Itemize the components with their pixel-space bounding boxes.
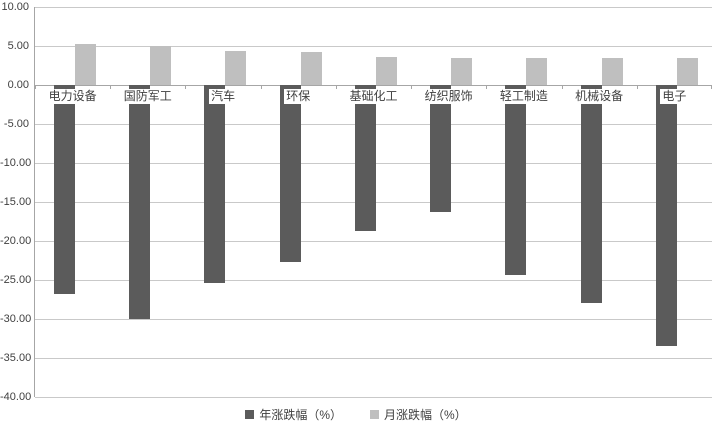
- year-change-bar: [656, 85, 677, 346]
- y-tick-label: -30.00: [0, 313, 32, 325]
- plot-area: 电力设备 国防军工 汽车 环保 基础化工 纺织服饰 轻工制造 机械设备 电子: [34, 7, 712, 398]
- y-tick-label: -10.00: [0, 157, 32, 169]
- y-tick-label: 10.00: [1, 1, 29, 13]
- y-tick-label: 0.00: [7, 79, 29, 91]
- category-label: 国防军工: [121, 89, 174, 104]
- month-legend-swatch: [370, 409, 379, 419]
- axis-tick: [35, 85, 36, 89]
- y-tick-label: -25.00: [0, 274, 32, 286]
- gridline: [35, 319, 712, 320]
- legend-item: 年涨跌幅（%）: [245, 406, 342, 423]
- month-change-bar: [376, 57, 397, 85]
- category-label: 基础化工: [347, 89, 400, 104]
- axis-tick: [637, 85, 638, 89]
- year-change-bar: [581, 85, 602, 303]
- month-change-bar: [526, 58, 547, 85]
- year-change-bar: [129, 85, 150, 319]
- y-axis-labels: 10.00 5.00 0.00 -5.00 -10.00 -15.00 -20.00 -25.…: [0, 1, 32, 403]
- gridline: [35, 358, 712, 359]
- axis-tick: [110, 85, 111, 89]
- year-change-bar: [505, 85, 526, 275]
- category-label: 纺织服饰: [422, 89, 475, 104]
- axis-tick: [562, 85, 563, 89]
- category-label: 电子: [660, 89, 689, 104]
- gridline: [35, 280, 712, 281]
- category-label: 环保: [284, 89, 313, 104]
- y-tick-label: -40.00: [0, 391, 32, 403]
- month-change-bar: [301, 52, 322, 85]
- axis-tick: [185, 85, 186, 89]
- month-change-bar: [602, 58, 623, 85]
- year-legend-swatch: [245, 409, 255, 419]
- y-tick-label: -20.00: [0, 235, 32, 247]
- axis-tick: [486, 85, 487, 89]
- axis-tick: [336, 85, 337, 89]
- category-label: 机械设备: [573, 89, 626, 104]
- axis-tick: [261, 85, 262, 89]
- gridline: [35, 46, 712, 47]
- legend-label: 年涨跌幅（%）: [259, 407, 342, 422]
- category-label: 电力设备: [46, 89, 99, 104]
- month-change-bar: [451, 58, 472, 85]
- month-change-bar: [225, 51, 246, 85]
- gridline: [35, 397, 712, 398]
- y-tick-label: 5.00: [7, 40, 29, 52]
- category-label: 轻工制造: [497, 89, 550, 104]
- year-change-bar: [204, 85, 225, 283]
- year-change-bar: [280, 85, 301, 262]
- legend: 年涨跌幅（%） 月涨跌幅（%）: [0, 404, 712, 424]
- year-change-bar: [430, 85, 451, 212]
- category-label: 汽车: [209, 89, 238, 104]
- y-tick-label: -15.00: [0, 196, 32, 208]
- year-change-bar: [355, 85, 376, 231]
- year-change-bar: [54, 85, 75, 294]
- legend-label: 月涨跌幅（%）: [384, 407, 467, 422]
- y-tick-label: -35.00: [0, 352, 32, 364]
- legend-item: 月涨跌幅（%）: [370, 406, 467, 423]
- y-tick-label: -5.00: [3, 118, 29, 130]
- axis-tick: [411, 85, 412, 89]
- gridline: [35, 7, 712, 8]
- month-change-bar: [75, 44, 96, 85]
- month-change-bar: [677, 58, 698, 85]
- gridline: [35, 241, 712, 242]
- month-change-bar: [150, 46, 171, 85]
